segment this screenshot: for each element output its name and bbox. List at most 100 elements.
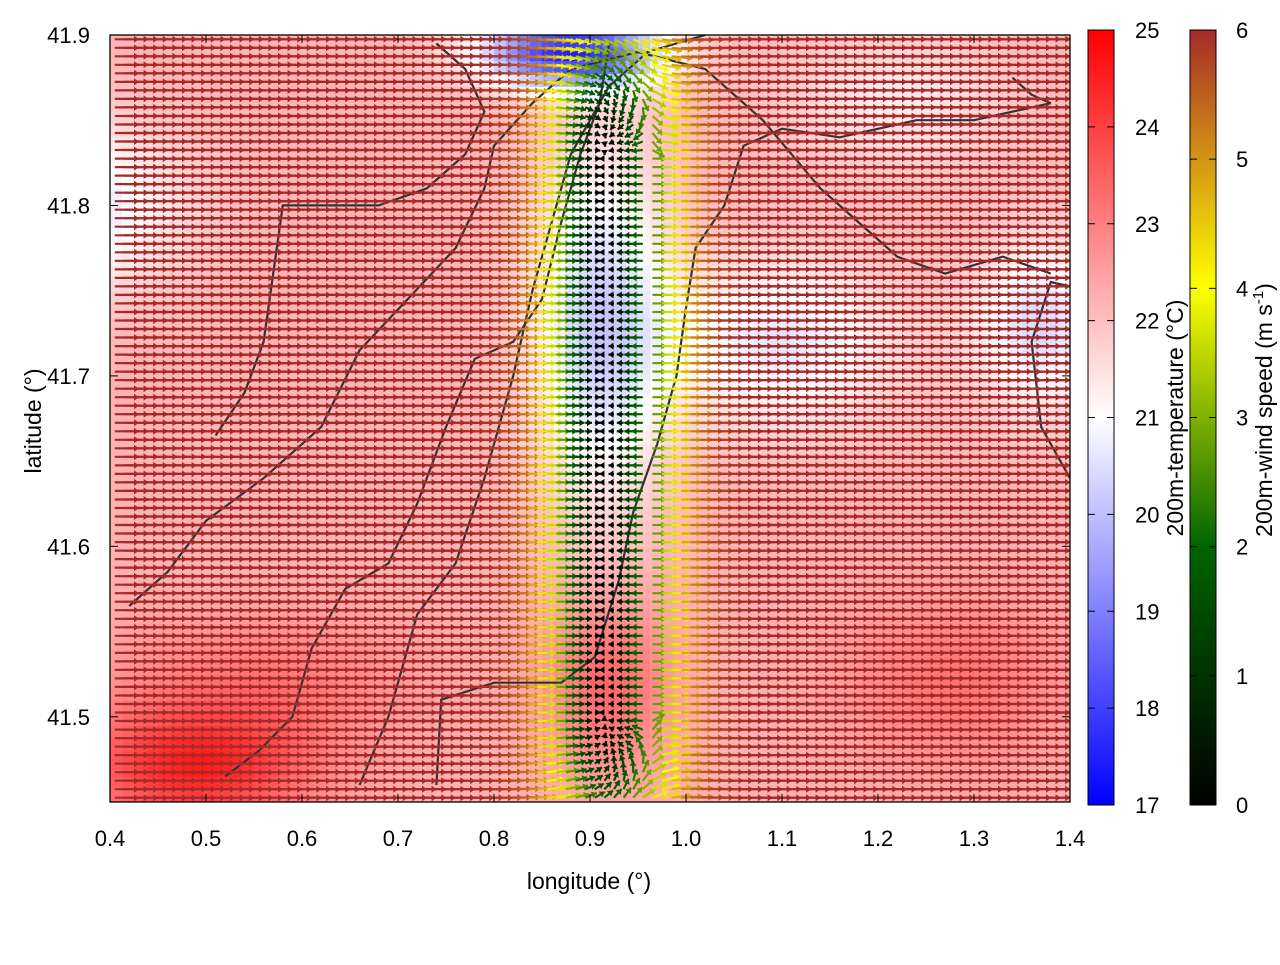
heatmap-cell: [482, 124, 495, 137]
heatmap-cell: [122, 559, 135, 572]
heatmap-cell: [818, 534, 831, 547]
heatmap-cell: [458, 291, 471, 304]
heatmap-cell: [170, 751, 183, 764]
heatmap-cell: [386, 35, 399, 48]
heatmap-cell: [290, 597, 303, 610]
heatmap-cell: [110, 457, 123, 470]
heatmap-cell: [218, 227, 231, 240]
heatmap-cell: [842, 406, 855, 419]
heatmap-cell: [650, 610, 663, 623]
heatmap-cell: [170, 431, 183, 444]
heatmap-cell: [110, 112, 123, 125]
heatmap-cell: [818, 61, 831, 74]
heatmap-cell: [338, 163, 351, 176]
heatmap-cell: [638, 150, 651, 163]
heatmap-cell: [674, 585, 687, 598]
heatmap-cell: [650, 291, 663, 304]
heatmap-cell: [482, 419, 495, 432]
heatmap-cell: [650, 214, 663, 227]
heatmap-cell: [794, 764, 807, 777]
heatmap-cell: [914, 482, 927, 495]
heatmap-cell: [986, 342, 999, 355]
heatmap-cell: [818, 597, 831, 610]
heatmap-cell: [290, 713, 303, 726]
heatmap-cell: [122, 265, 135, 278]
heatmap-cell: [266, 789, 279, 802]
heatmap-cell: [458, 572, 471, 585]
heatmap-cell: [194, 661, 207, 674]
heatmap-cell: [650, 201, 663, 214]
heatmap-cell: [770, 150, 783, 163]
heatmap-cell: [518, 124, 531, 137]
heatmap-cell: [1058, 444, 1071, 457]
heatmap-cell: [458, 176, 471, 189]
heatmap-cell: [410, 521, 423, 534]
heatmap-cell: [122, 342, 135, 355]
heatmap-cell: [266, 163, 279, 176]
heatmap-cell: [146, 457, 159, 470]
heatmap-cell: [842, 278, 855, 291]
heatmap-cell: [314, 457, 327, 470]
heatmap-cell: [110, 201, 123, 214]
heatmap-cell: [662, 585, 675, 598]
heatmap-cell: [362, 252, 375, 265]
heatmap-cell: [434, 367, 447, 380]
heatmap-cell: [362, 585, 375, 598]
heatmap-cell: [1010, 61, 1023, 74]
heatmap-cell: [506, 508, 519, 521]
heatmap-cell: [746, 597, 759, 610]
heatmap-cell: [506, 470, 519, 483]
heatmap-cell: [638, 303, 651, 316]
heatmap-cell: [1010, 546, 1023, 559]
heatmap-cell: [362, 457, 375, 470]
heatmap-cell: [938, 150, 951, 163]
heatmap-cell: [710, 227, 723, 240]
heatmap-cell: [842, 572, 855, 585]
heatmap-cell: [866, 176, 879, 189]
heatmap-cell: [818, 265, 831, 278]
heatmap-cell: [1058, 86, 1071, 99]
heatmap-cell: [386, 214, 399, 227]
heatmap-cell: [434, 610, 447, 623]
heatmap-cell: [674, 406, 687, 419]
heatmap-cell: [218, 355, 231, 368]
heatmap-cell: [1034, 636, 1047, 649]
heatmap-cell: [818, 137, 831, 150]
heatmap-cell: [170, 393, 183, 406]
heatmap-cell: [434, 163, 447, 176]
heatmap-cell: [914, 73, 927, 86]
heatmap-cell: [962, 585, 975, 598]
heatmap-cell: [746, 431, 759, 444]
heatmap-cell: [842, 482, 855, 495]
heatmap-cell: [242, 265, 255, 278]
heatmap-cell: [638, 687, 651, 700]
heatmap-cell: [314, 265, 327, 278]
heatmap-cell: [794, 419, 807, 432]
heatmap-cell: [314, 597, 327, 610]
heatmap-cell: [386, 419, 399, 432]
heatmap-cell: [890, 316, 903, 329]
heatmap-cell: [290, 124, 303, 137]
heatmap-cell: [110, 137, 123, 150]
heatmap-cell: [1034, 713, 1047, 726]
heatmap-cell: [1058, 534, 1071, 547]
heatmap-cell: [1010, 585, 1023, 598]
heatmap-cell: [410, 316, 423, 329]
heatmap-cell: [218, 700, 231, 713]
heatmap-cell: [818, 163, 831, 176]
heatmap-cell: [242, 112, 255, 125]
heatmap-cell: [770, 521, 783, 534]
heatmap-cell: [914, 687, 927, 700]
heatmap-cell: [506, 86, 519, 99]
heatmap-cell: [338, 649, 351, 662]
heatmap-cell: [674, 636, 687, 649]
heatmap-cell: [866, 99, 879, 112]
heatmap-cell: [770, 163, 783, 176]
heatmap-cell: [434, 150, 447, 163]
heatmap-cell: [794, 495, 807, 508]
heatmap-cell: [410, 776, 423, 789]
heatmap-cell: [482, 380, 495, 393]
heatmap-cell: [962, 521, 975, 534]
heatmap-cell: [482, 48, 495, 61]
heatmap-cell: [794, 188, 807, 201]
